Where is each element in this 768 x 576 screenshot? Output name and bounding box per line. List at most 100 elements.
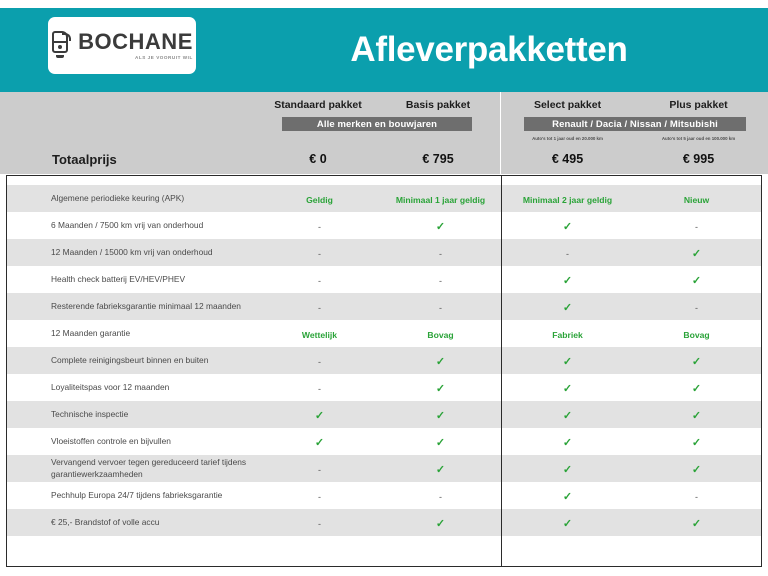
check-icon: ✓ bbox=[562, 220, 573, 233]
check-icon: ✓ bbox=[691, 436, 702, 449]
row-value-cell: Geldig bbox=[259, 190, 380, 208]
row-values-right: Minimaal 2 jaar geldig Nieuw bbox=[503, 190, 761, 208]
row-value-cell: ✓ bbox=[259, 433, 380, 451]
total-price-row: Totaalprijs € 0 € 795 € 495 € 995 bbox=[0, 146, 768, 172]
row-feature-label: Health check batterij EV/HEV/PHEV bbox=[51, 273, 186, 284]
table-bottom-spacer bbox=[7, 536, 761, 564]
table-row: Resterende fabrieksgarantie minimaal 12 … bbox=[7, 293, 761, 320]
row-values-left: - ✓ bbox=[259, 514, 501, 532]
bochane-logo: BOCHANE ALS JE VOORUIT WIL bbox=[48, 17, 196, 74]
page-title: Afleverpakketten bbox=[350, 30, 628, 69]
row-value-cell: ✓ bbox=[632, 433, 761, 451]
row-value-cell: ✓ bbox=[380, 406, 501, 424]
row-feature-label: € 25,- Brandstof of volle accu bbox=[51, 516, 160, 527]
table-row: Algemene periodieke keuring (APK) Geldig M… bbox=[7, 185, 761, 212]
package-name-select: Select pakket bbox=[533, 99, 602, 111]
package-names-right: Select pakket Plus pakket bbox=[502, 99, 764, 115]
row-feature-label: Technische inspectie bbox=[51, 408, 129, 419]
row-value-cell: ✓ bbox=[259, 406, 380, 424]
row-value-cell: - bbox=[380, 244, 501, 262]
dash-icon: - bbox=[318, 221, 321, 232]
dash-icon: - bbox=[318, 491, 321, 502]
row-values-right: ✓ ✓ bbox=[503, 460, 761, 478]
group-badge-brands: Renault / Dacia / Nissan / Mitsubishi bbox=[524, 117, 746, 131]
group-badge-all-brands: Alle merken en bouwjaren bbox=[282, 117, 472, 131]
check-icon: ✓ bbox=[562, 517, 573, 530]
row-value-cell: ✓ bbox=[632, 406, 761, 424]
row-value-cell: - bbox=[380, 271, 501, 289]
row-value-cell: Minimaal 2 jaar geldig bbox=[503, 190, 632, 208]
row-value-cell: - bbox=[503, 244, 632, 262]
bochane-mark-icon bbox=[51, 30, 73, 61]
table-row: Complete reinigingsbeurt binnen en buite… bbox=[7, 347, 761, 374]
row-values-right: ✓ - bbox=[503, 487, 761, 505]
row-values-right: ✓ ✓ bbox=[503, 379, 761, 397]
table-row: Technische inspectie ✓ ✓ ✓ ✓ bbox=[7, 401, 761, 428]
check-icon: ✓ bbox=[435, 382, 446, 395]
row-value-cell: ✓ bbox=[632, 379, 761, 397]
row-feature-label: 6 Maanden / 7500 km vrij van onderhoud bbox=[51, 219, 204, 230]
row-values-right: - ✓ bbox=[503, 244, 761, 262]
row-value-cell: - bbox=[632, 298, 761, 316]
total-prices-left: € 0 € 795 bbox=[258, 152, 498, 166]
table-row: 12 Maanden / 15000 km vrij van onderhoud… bbox=[7, 239, 761, 266]
note-select: Auto's tot 1 jaar oud en 20.000 km bbox=[532, 136, 603, 141]
row-value-cell: ✓ bbox=[503, 460, 632, 478]
row-values-left: ✓ ✓ bbox=[259, 406, 501, 424]
dash-icon: - bbox=[318, 248, 321, 259]
row-value-cell: ✓ bbox=[632, 514, 761, 532]
check-icon: ✓ bbox=[691, 274, 702, 287]
table-row: 12 Maanden garantie Wettelijk Bovag Fabriek… bbox=[7, 320, 761, 347]
check-icon: ✓ bbox=[691, 409, 702, 422]
dash-icon: - bbox=[695, 221, 698, 232]
header-group-divider bbox=[500, 92, 501, 174]
row-values-left: -- bbox=[259, 244, 501, 262]
check-icon: ✓ bbox=[562, 301, 573, 314]
check-icon: ✓ bbox=[691, 463, 702, 476]
row-values-right: ✓ - bbox=[503, 217, 761, 235]
row-value-cell: ✓ bbox=[503, 352, 632, 370]
total-prices-right: € 495 € 995 bbox=[502, 152, 764, 166]
row-value-cell: Minimaal 1 jaar geldig bbox=[380, 190, 501, 208]
check-icon: ✓ bbox=[562, 490, 573, 503]
price-select: € 495 bbox=[551, 152, 584, 166]
value-text: Wettelijk bbox=[301, 329, 338, 340]
check-icon: ✓ bbox=[691, 382, 702, 395]
row-value-cell: Bovag bbox=[632, 325, 761, 343]
table-row: Vloeistoffen controle en bijvullen ✓ ✓ ✓ ✓ bbox=[7, 428, 761, 455]
check-icon: ✓ bbox=[435, 463, 446, 476]
dash-icon: - bbox=[318, 275, 321, 286]
dash-icon: - bbox=[318, 383, 321, 394]
dash-icon: - bbox=[318, 302, 321, 313]
row-value-cell: ✓ bbox=[503, 217, 632, 235]
row-values-left: - ✓ bbox=[259, 379, 501, 397]
row-values-right: ✓ - bbox=[503, 298, 761, 316]
table-row: Pechhulp Europa 24/7 tijdens fabrieksgar… bbox=[7, 482, 761, 509]
check-icon: ✓ bbox=[562, 274, 573, 287]
row-value-cell: ✓ bbox=[503, 271, 632, 289]
row-value-cell: ✓ bbox=[380, 379, 501, 397]
row-value-cell: - bbox=[259, 217, 380, 235]
row-value-cell: - bbox=[259, 298, 380, 316]
row-feature-label: Vloeistoffen controle en bijvullen bbox=[51, 435, 171, 446]
table-row: € 25,- Brandstof of volle accu - ✓ ✓ ✓ bbox=[7, 509, 761, 536]
row-value-cell: - bbox=[632, 487, 761, 505]
row-values-left: ✓ ✓ bbox=[259, 433, 501, 451]
row-value-cell: ✓ bbox=[380, 217, 501, 235]
check-icon: ✓ bbox=[562, 436, 573, 449]
row-value-cell: - bbox=[259, 271, 380, 289]
package-name-basis: Basis pakket bbox=[405, 99, 471, 111]
row-value-cell: ✓ bbox=[380, 514, 501, 532]
row-value-cell: ✓ bbox=[503, 487, 632, 505]
row-value-cell: ✓ bbox=[503, 514, 632, 532]
dash-icon: - bbox=[566, 248, 569, 259]
row-value-cell: ✓ bbox=[503, 298, 632, 316]
row-value-cell: Nieuw bbox=[632, 190, 761, 208]
check-icon: ✓ bbox=[562, 382, 573, 395]
row-value-cell: - bbox=[259, 352, 380, 370]
value-text: Minimaal 1 jaar geldig bbox=[395, 194, 486, 205]
price-basis: € 795 bbox=[422, 152, 454, 166]
dash-icon: - bbox=[318, 356, 321, 367]
table-group-divider bbox=[501, 176, 503, 566]
row-values-right: ✓ ✓ bbox=[503, 271, 761, 289]
